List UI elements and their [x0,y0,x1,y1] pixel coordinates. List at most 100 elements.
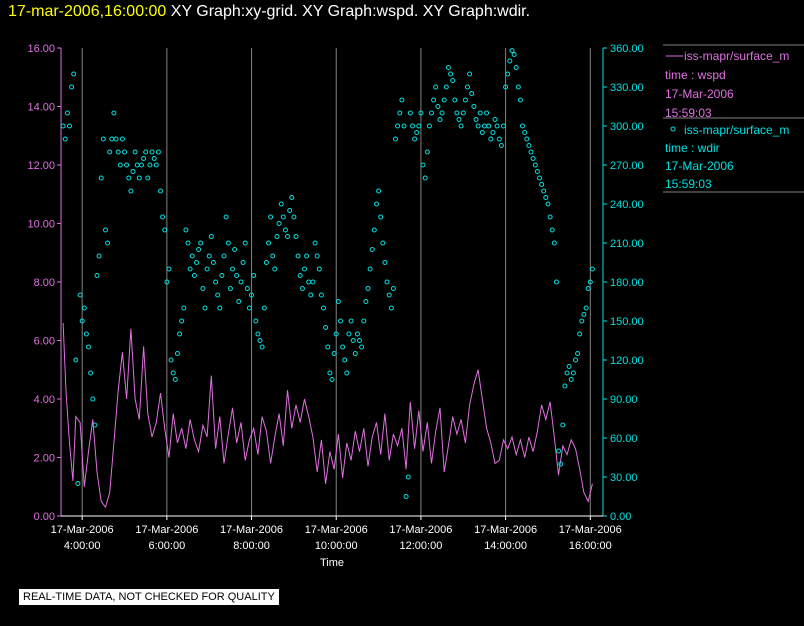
wdir-point [488,136,494,142]
wdir-point [435,104,441,109]
wdir-point [534,169,540,174]
wdir-point [568,377,574,382]
wdir-point [75,481,81,486]
wdir-point [564,370,570,376]
wdir-point [393,136,398,142]
wdir-point [227,286,233,291]
wdir-point [388,305,394,311]
right-tick-label: 120.00 [610,355,644,367]
wdir-point [479,130,485,135]
wdir-point [473,117,479,122]
wdir-point [198,240,204,246]
left-tick-label: 8.00 [34,277,55,289]
wdir-point [331,351,337,356]
wdir-point [299,286,305,291]
wdir-point [469,91,475,96]
wdir-point [541,188,547,194]
wdir-point [329,377,335,382]
wdir-point [282,227,288,233]
wdir-point [369,247,375,252]
wdir-point [314,253,320,259]
right-tick-label: 90.00 [610,394,638,406]
right-tick-label: 360.00 [610,43,644,55]
wdir-point [583,305,589,311]
wdir-point [204,266,210,272]
legend-wdir-text: iss-mapr/surface_m [684,123,789,137]
x-tick-time: 6:00:00 [149,540,186,552]
wdir-point [443,84,449,90]
wdir-point [217,305,223,311]
wdir-point [549,227,555,233]
wdir-point [276,221,282,226]
wdir-point [575,351,581,356]
title-graph-list: XY Graph:xy-grid. XY Graph:wspd. XY Grap… [170,3,531,20]
wdir-point [513,65,519,70]
wdir-point [230,266,235,272]
wdir-point [520,123,525,129]
wdir-point [122,149,127,155]
wdir-point [380,240,386,246]
wdir-point [545,201,551,207]
wdir-point [570,370,576,376]
wdir-point [69,84,75,90]
wdir-point [100,136,106,142]
wdir-point [280,214,286,220]
wdir-point [539,182,545,187]
wdir-point [162,227,168,233]
wdir-point [579,318,585,324]
wdir-point [354,331,360,337]
wspd-series [62,322,593,509]
wdir-point [477,110,483,116]
wdir-point [327,370,333,376]
wdir-point [88,370,94,376]
left-tick-label: 14.00 [27,102,55,114]
wdir-point [384,279,390,285]
wdir-point [295,253,301,259]
x-tick-time: 10:00:00 [315,540,358,552]
wdir-point [342,357,348,363]
right-tick-label: 60.00 [610,433,638,445]
wdir-point [431,97,437,103]
wdir-point [73,357,79,363]
wdir-point [316,266,322,272]
wdir-point [422,175,428,181]
wdir-point [378,214,384,220]
legend-wspd-text: 17-Mar-2006 [665,87,734,101]
title-datetime: 17-mar-2006,16:00:00 [8,3,167,20]
wdir-point [437,117,443,122]
wdir-point [556,448,561,454]
wdir-point [467,71,473,77]
wdir-point [486,123,492,129]
wdir-point [94,273,100,278]
wdir-point [246,305,252,311]
wdir-point [448,71,454,77]
wdir-point [200,286,206,291]
wdir-point [386,292,392,298]
wdir-point [515,84,521,90]
right-y-axis: 0.00 30.00 60.00 90.00 120.00 150.00 180.00 210… [602,43,644,523]
left-tick-label: 10.00 [27,219,55,231]
wdir-point [439,110,445,116]
wdir-point [306,279,312,285]
wdir-point [64,110,70,116]
wdir-point [238,279,244,285]
wdir-point [174,351,180,356]
wdir-point [60,123,66,129]
wdir-point [492,117,498,122]
wdir-point [208,234,214,239]
wdir-point [149,149,155,155]
wdir-point [117,162,123,168]
wdir-point [333,331,339,337]
wdir-point [153,162,159,168]
wdir-point [395,123,401,129]
legend-wspd-text: time : wspd [665,68,726,82]
wdir-point [585,286,591,291]
wdir-point [274,234,280,239]
wdir-point [92,422,98,428]
wdir-point [357,338,362,343]
wdir-point [321,305,326,311]
left-tick-label: 6.00 [34,336,55,348]
right-tick-label: 330.00 [610,82,644,94]
wdir-point [81,305,87,311]
